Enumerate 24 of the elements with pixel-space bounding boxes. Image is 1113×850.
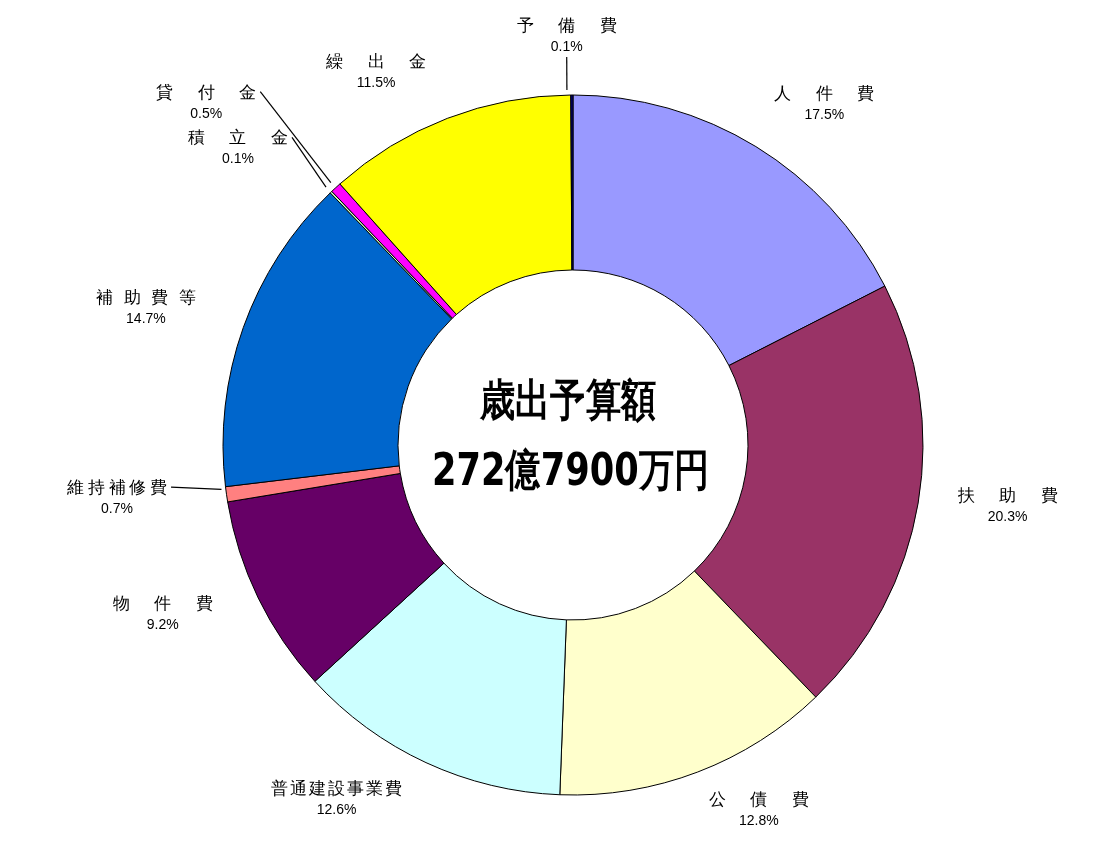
slice-label: 人件費 — [774, 83, 899, 104]
data-label: 11.5% — [356, 74, 396, 91]
data-label: 12.8% — [738, 812, 779, 829]
text: 272億7900万円 — [432, 443, 710, 497]
slice-label: 補助費等 — [95, 287, 207, 308]
slice-label: 繰出金 — [325, 51, 451, 72]
slice-label: 積立金 — [187, 127, 313, 148]
slice-label: 物件費 — [112, 592, 238, 613]
data-label: 0.5% — [190, 104, 223, 121]
slice-label: 予備費 — [516, 15, 642, 35]
data-label: 20.3% — [987, 508, 1028, 525]
data-label: 9.2% — [146, 615, 179, 632]
data-label: 0.1% — [550, 38, 583, 54]
slice-label: 普通建設事業費 — [271, 778, 405, 799]
data-label: 17.5% — [804, 106, 845, 123]
data-label: 14.7% — [126, 310, 166, 327]
slice-label: 維持補修費 — [66, 477, 171, 498]
slice-label: 公債費 — [708, 789, 834, 810]
data-label: 0.1% — [222, 150, 254, 167]
data-label: 0.7% — [101, 500, 133, 517]
slice-label: 貸付金 — [156, 81, 281, 102]
data-label: 12.6% — [316, 801, 357, 818]
text: 歳出予算額 — [479, 373, 657, 427]
slice-label: 扶助費 — [956, 485, 1083, 506]
